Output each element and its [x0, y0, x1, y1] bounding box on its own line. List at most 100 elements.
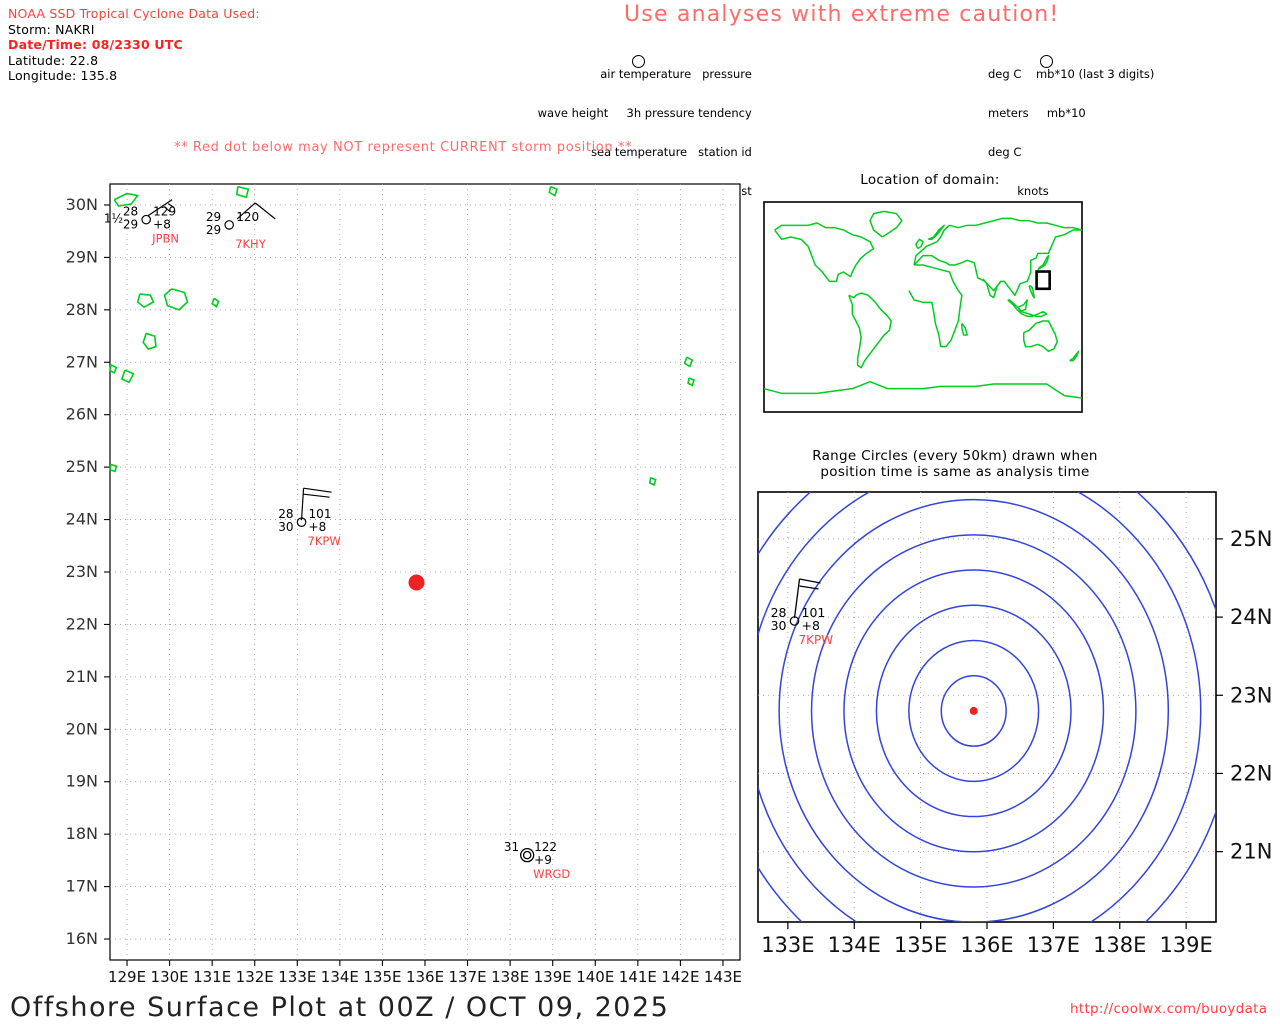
main-map-y-tick: 27N — [66, 352, 98, 371]
range-map-y-tick: 24N — [1230, 605, 1272, 629]
main-map-x-tick: 129E — [108, 968, 146, 986]
header-noaa-line: NOAA SSD Tropical Cyclone Data Used: — [8, 6, 260, 21]
main-map-y-tick: 16N — [66, 929, 98, 948]
main-map-y-tick: 22N — [66, 614, 98, 633]
domain-box — [1035, 270, 1051, 291]
station-pressure: 122 — [534, 840, 557, 854]
range-inset-title: Range Circles (every 50km) drawn when po… — [750, 448, 1160, 480]
legend-right: deg C mb*10 (last 3 digits) meters mb*10… — [988, 42, 1154, 211]
caution-banner: Use analyses with extreme caution! — [624, 2, 1060, 27]
header-datetime: Date/Time: 08/2330 UTC — [8, 37, 183, 52]
range-circles-panel[interactable]: 133E 134E 135E 136E 137E 138E 139E 25N 24N 23N 22N… — [748, 482, 1280, 960]
range-map-x-tick: 139E — [1159, 933, 1212, 957]
range-station-tendency: +8 — [802, 618, 820, 633]
range-station-sea-temp: 30 — [771, 618, 787, 633]
range-inset-title-line1: Range Circles (every 50km) drawn when — [812, 448, 1098, 464]
station-sea-temp: 29 — [123, 218, 138, 232]
main-map-x-tick: 141E — [619, 968, 657, 986]
main-map-y-tick: 28N — [66, 300, 98, 319]
main-map-x-tick: 130E — [151, 968, 189, 986]
station-pressure: 129 — [153, 205, 176, 219]
main-map-x-tick: 143E — [704, 968, 742, 986]
main-map-y-tick: 30N — [66, 195, 98, 214]
station-id-label: 7KHY — [235, 237, 267, 251]
main-map-y-tick: 23N — [66, 562, 98, 581]
station-sea-temp: 29 — [206, 223, 221, 237]
station-id-label: 7KPW — [308, 534, 341, 548]
source-url[interactable]: http://coolwx.com/buoydata — [1070, 1001, 1268, 1017]
header-longitude: Longitude: 135.8 — [8, 68, 118, 83]
main-map-y-tick: 29N — [66, 247, 98, 266]
range-map-y-tick: 25N — [1230, 527, 1272, 551]
station-air-temp: 31 — [504, 840, 519, 854]
station-pressure-tendency: +9 — [534, 853, 552, 867]
station-wave-height: 1½ — [104, 212, 123, 226]
range-center-dot[interactable] — [969, 706, 978, 715]
station-pressure-tendency: +8 — [309, 520, 327, 534]
main-map-x-tick: 131E — [193, 968, 231, 986]
legend-units-knots: knots — [988, 184, 1049, 198]
header-latitude: Latitude: 22.8 — [8, 52, 99, 68]
legend-row-air-temp: air temperature pressure — [600, 67, 752, 81]
legend-units-meters: meters mb*10 — [988, 106, 1086, 120]
storm-position-dot[interactable] — [408, 574, 425, 591]
coastline-group — [109, 185, 696, 487]
main-map-y-tick: 20N — [66, 719, 98, 738]
main-map-y-tick: 26N — [66, 405, 98, 424]
range-map-x-tick: 138E — [1093, 933, 1146, 957]
legend-station-circle-icon — [632, 55, 645, 68]
main-map-y-tick: 17N — [66, 877, 98, 896]
main-map-y-tick: 19N — [66, 772, 98, 791]
legend-left: air temperature pressure wave height 3h … — [523, 42, 752, 211]
domain-inset-panel — [763, 201, 1083, 413]
main-map-x-tick: 137E — [449, 968, 487, 986]
legend-units-degc-2: deg C — [988, 145, 1022, 159]
main-map-panel[interactable]: 129E 130E 131E 132E 133E 134E 135E 136E 137E 138E… — [0, 160, 760, 1000]
legend-units-circle-icon — [1040, 55, 1053, 68]
main-map-y-tick: 25N — [66, 457, 98, 476]
legend-row-sea-temp: sea temperature station id — [591, 145, 752, 159]
main-map-x-tick: 132E — [236, 968, 274, 986]
station-pressure-tendency: +8 — [153, 218, 171, 232]
legend-units-degc-1: deg C mb*10 (last 3 digits) — [988, 67, 1155, 81]
range-station-pressure: 101 — [802, 605, 826, 620]
station-air-temp: 29 — [206, 210, 221, 224]
main-map-x-tick: 140E — [576, 968, 614, 986]
world-coastline-group — [763, 210, 1083, 399]
main-map-x-tick: 134E — [321, 968, 359, 986]
station-pressure: 120 — [236, 210, 259, 224]
main-map-x-tick: 136E — [406, 968, 444, 986]
station-air-temp: 28 — [278, 507, 293, 521]
header-storm: Storm: NAKRI — [8, 21, 95, 37]
storm-position-warning: ** Red dot below may NOT represent CURRE… — [174, 140, 633, 155]
range-map-x-tick: 134E — [828, 933, 881, 957]
main-map-x-tick: 138E — [491, 968, 529, 986]
range-map-y-tick: 23N — [1230, 683, 1272, 707]
range-map-x-tick: 136E — [960, 933, 1013, 957]
main-map-x-tick: 142E — [661, 968, 699, 986]
legend-row-wave-height: wave height 3h pressure tendency — [523, 106, 752, 120]
station-id-label: WRGD — [533, 867, 570, 881]
range-map-y-tick: 22N — [1230, 761, 1272, 785]
range-ring-group — [758, 492, 1216, 922]
header-block: NOAA SSD Tropical Cyclone Data Used: Sto… — [8, 6, 260, 84]
station-sea-temp: 30 — [278, 520, 293, 534]
main-map-y-tick: 24N — [66, 510, 98, 529]
main-map-x-tick: 135E — [363, 968, 401, 986]
range-map-x-tick: 133E — [761, 933, 814, 957]
range-inset-title-line2: position time is same as analysis time — [820, 464, 1090, 480]
main-map-x-tick: 133E — [278, 968, 316, 986]
range-station-id: 7KPW — [799, 633, 834, 647]
main-map-x-tick: 139E — [534, 968, 572, 986]
page-title: Offshore Surface Plot at 00Z / OCT 09, 2… — [10, 992, 670, 1023]
station-pressure: 101 — [309, 507, 332, 521]
station-id-label: JPBN — [151, 232, 179, 246]
range-station-air-temp: 28 — [771, 605, 787, 620]
main-map-y-tick: 18N — [66, 824, 98, 843]
range-map-y-tick: 21N — [1230, 840, 1272, 864]
